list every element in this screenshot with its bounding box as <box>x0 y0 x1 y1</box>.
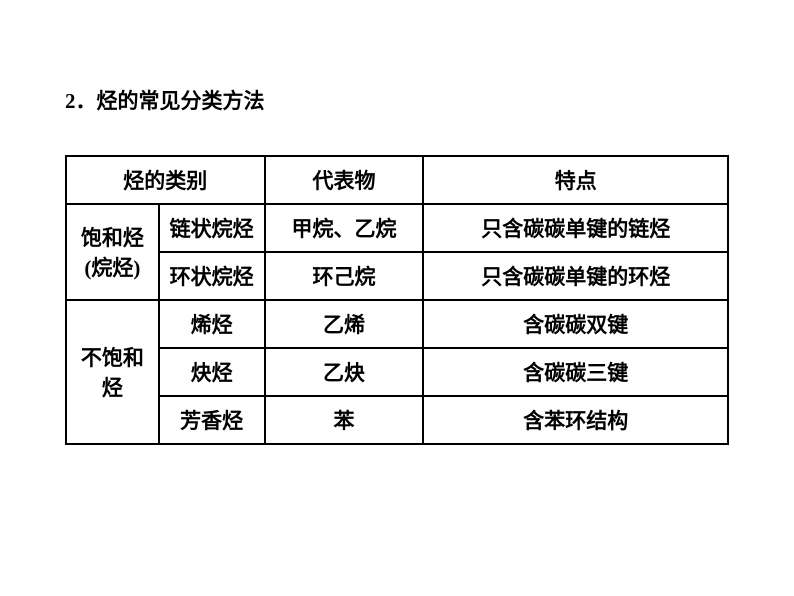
header-feature: 特点 <box>423 156 728 204</box>
representative-cell: 乙烯 <box>265 300 424 348</box>
header-representative: 代表物 <box>265 156 424 204</box>
table-row: 芳香烃 苯 含苯环结构 <box>66 396 728 444</box>
table-header-row: 烃的类别 代表物 特点 <box>66 156 728 204</box>
subtype-cell: 炔烃 <box>159 348 265 396</box>
table-row: 炔烃 乙炔 含碳碳三键 <box>66 348 728 396</box>
subtype-cell: 芳香烃 <box>159 396 265 444</box>
group-unsaturated: 不饱和烃 <box>66 300 159 444</box>
group-saturated: 饱和烃(烷烃) <box>66 204 159 300</box>
table-row: 环状烷烃 环己烷 只含碳碳单键的环烃 <box>66 252 728 300</box>
table-row: 饱和烃(烷烃) 链状烷烃 甲烷、乙烷 只含碳碳单键的链烃 <box>66 204 728 252</box>
subtype-cell: 烯烃 <box>159 300 265 348</box>
representative-cell: 环己烷 <box>265 252 424 300</box>
header-category: 烃的类别 <box>66 156 265 204</box>
section-title: 2．烃的常见分类方法 <box>65 85 729 115</box>
subtype-cell: 链状烷烃 <box>159 204 265 252</box>
feature-cell: 含碳碳三键 <box>423 348 728 396</box>
feature-cell: 只含碳碳单键的环烃 <box>423 252 728 300</box>
feature-cell: 含苯环结构 <box>423 396 728 444</box>
document-container: 2．烃的常见分类方法 烃的类别 代表物 特点 饱和烃(烷烃) 链状烷烃 甲烷、乙… <box>0 0 794 445</box>
feature-cell: 含碳碳双键 <box>423 300 728 348</box>
feature-cell: 只含碳碳单键的链烃 <box>423 204 728 252</box>
representative-cell: 甲烷、乙烷 <box>265 204 424 252</box>
representative-cell: 乙炔 <box>265 348 424 396</box>
classification-table: 烃的类别 代表物 特点 饱和烃(烷烃) 链状烷烃 甲烷、乙烷 只含碳碳单键的链烃… <box>65 155 729 445</box>
subtype-cell: 环状烷烃 <box>159 252 265 300</box>
representative-cell: 苯 <box>265 396 424 444</box>
table-row: 不饱和烃 烯烃 乙烯 含碳碳双键 <box>66 300 728 348</box>
